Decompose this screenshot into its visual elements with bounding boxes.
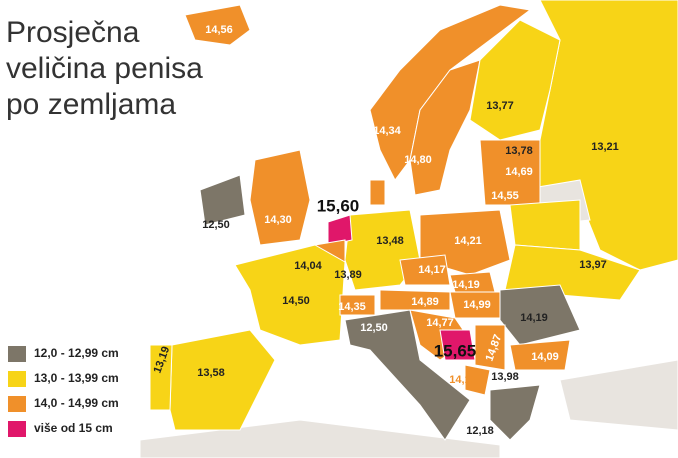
legend-label: 13,0 - 13,99 cm (34, 371, 119, 385)
value-label: 13,98 (491, 371, 519, 383)
value-label: 15,60 (317, 196, 360, 215)
value-label: 14,89 (411, 296, 439, 308)
value-label: 14,77 (426, 317, 454, 329)
country-labels: 14,56 13,77 14,34 14,80 13,78 13,21 14,6… (152, 24, 619, 437)
legend-swatch (8, 421, 26, 437)
title: po zemljama (6, 88, 176, 121)
legend-label: više od 15 cm (34, 421, 113, 435)
value-label: 13,89 (334, 269, 362, 281)
value-label: 14,09 (531, 351, 559, 363)
value-label: 12,50 (202, 219, 230, 231)
value-label: 14,19 (452, 279, 480, 291)
legend-label: 14,0 - 14,99 cm (34, 396, 119, 410)
value-label: 14,21 (454, 235, 482, 247)
value-label: 14,30 (264, 214, 292, 226)
legend-swatch (8, 371, 26, 387)
value-label: 14,69 (505, 166, 533, 178)
value-label: 14,56 (205, 24, 233, 36)
value-label: 14,80 (404, 154, 432, 166)
value-label: 14,35 (338, 301, 366, 313)
legend-swatch (8, 396, 26, 412)
value-label: 13,21 (591, 141, 619, 153)
value-label: 14,19 (520, 312, 548, 324)
value-label: 13,77 (486, 100, 514, 112)
value-label: 13,78 (505, 145, 533, 157)
value-label: 14,99 (463, 299, 491, 311)
value-label: 12,50 (360, 322, 388, 334)
land (139, 0, 678, 458)
value-label: 14,55 (491, 190, 519, 202)
title: Prosječna (6, 16, 140, 49)
value-label: 13,48 (376, 235, 404, 247)
value-label: 14,04 (294, 260, 322, 272)
legend: 12,0 - 12,99 cm 13,0 - 13,99 cm 14,0 - 14,… (8, 346, 119, 437)
value-label: 14,50 (282, 295, 310, 307)
value-label: 13,97 (579, 259, 607, 271)
legend-swatch (8, 346, 26, 362)
value-label: 14,34 (373, 125, 401, 137)
value-label: 14,17 (418, 264, 446, 276)
value-label: 14,19 (449, 374, 477, 386)
value-label: 13,58 (197, 367, 225, 379)
value-label: 15,65 (434, 341, 477, 360)
legend-label: 12,0 - 12,99 cm (34, 346, 119, 360)
value-label: 12,18 (466, 425, 494, 437)
title: veličina penisa (6, 52, 203, 85)
